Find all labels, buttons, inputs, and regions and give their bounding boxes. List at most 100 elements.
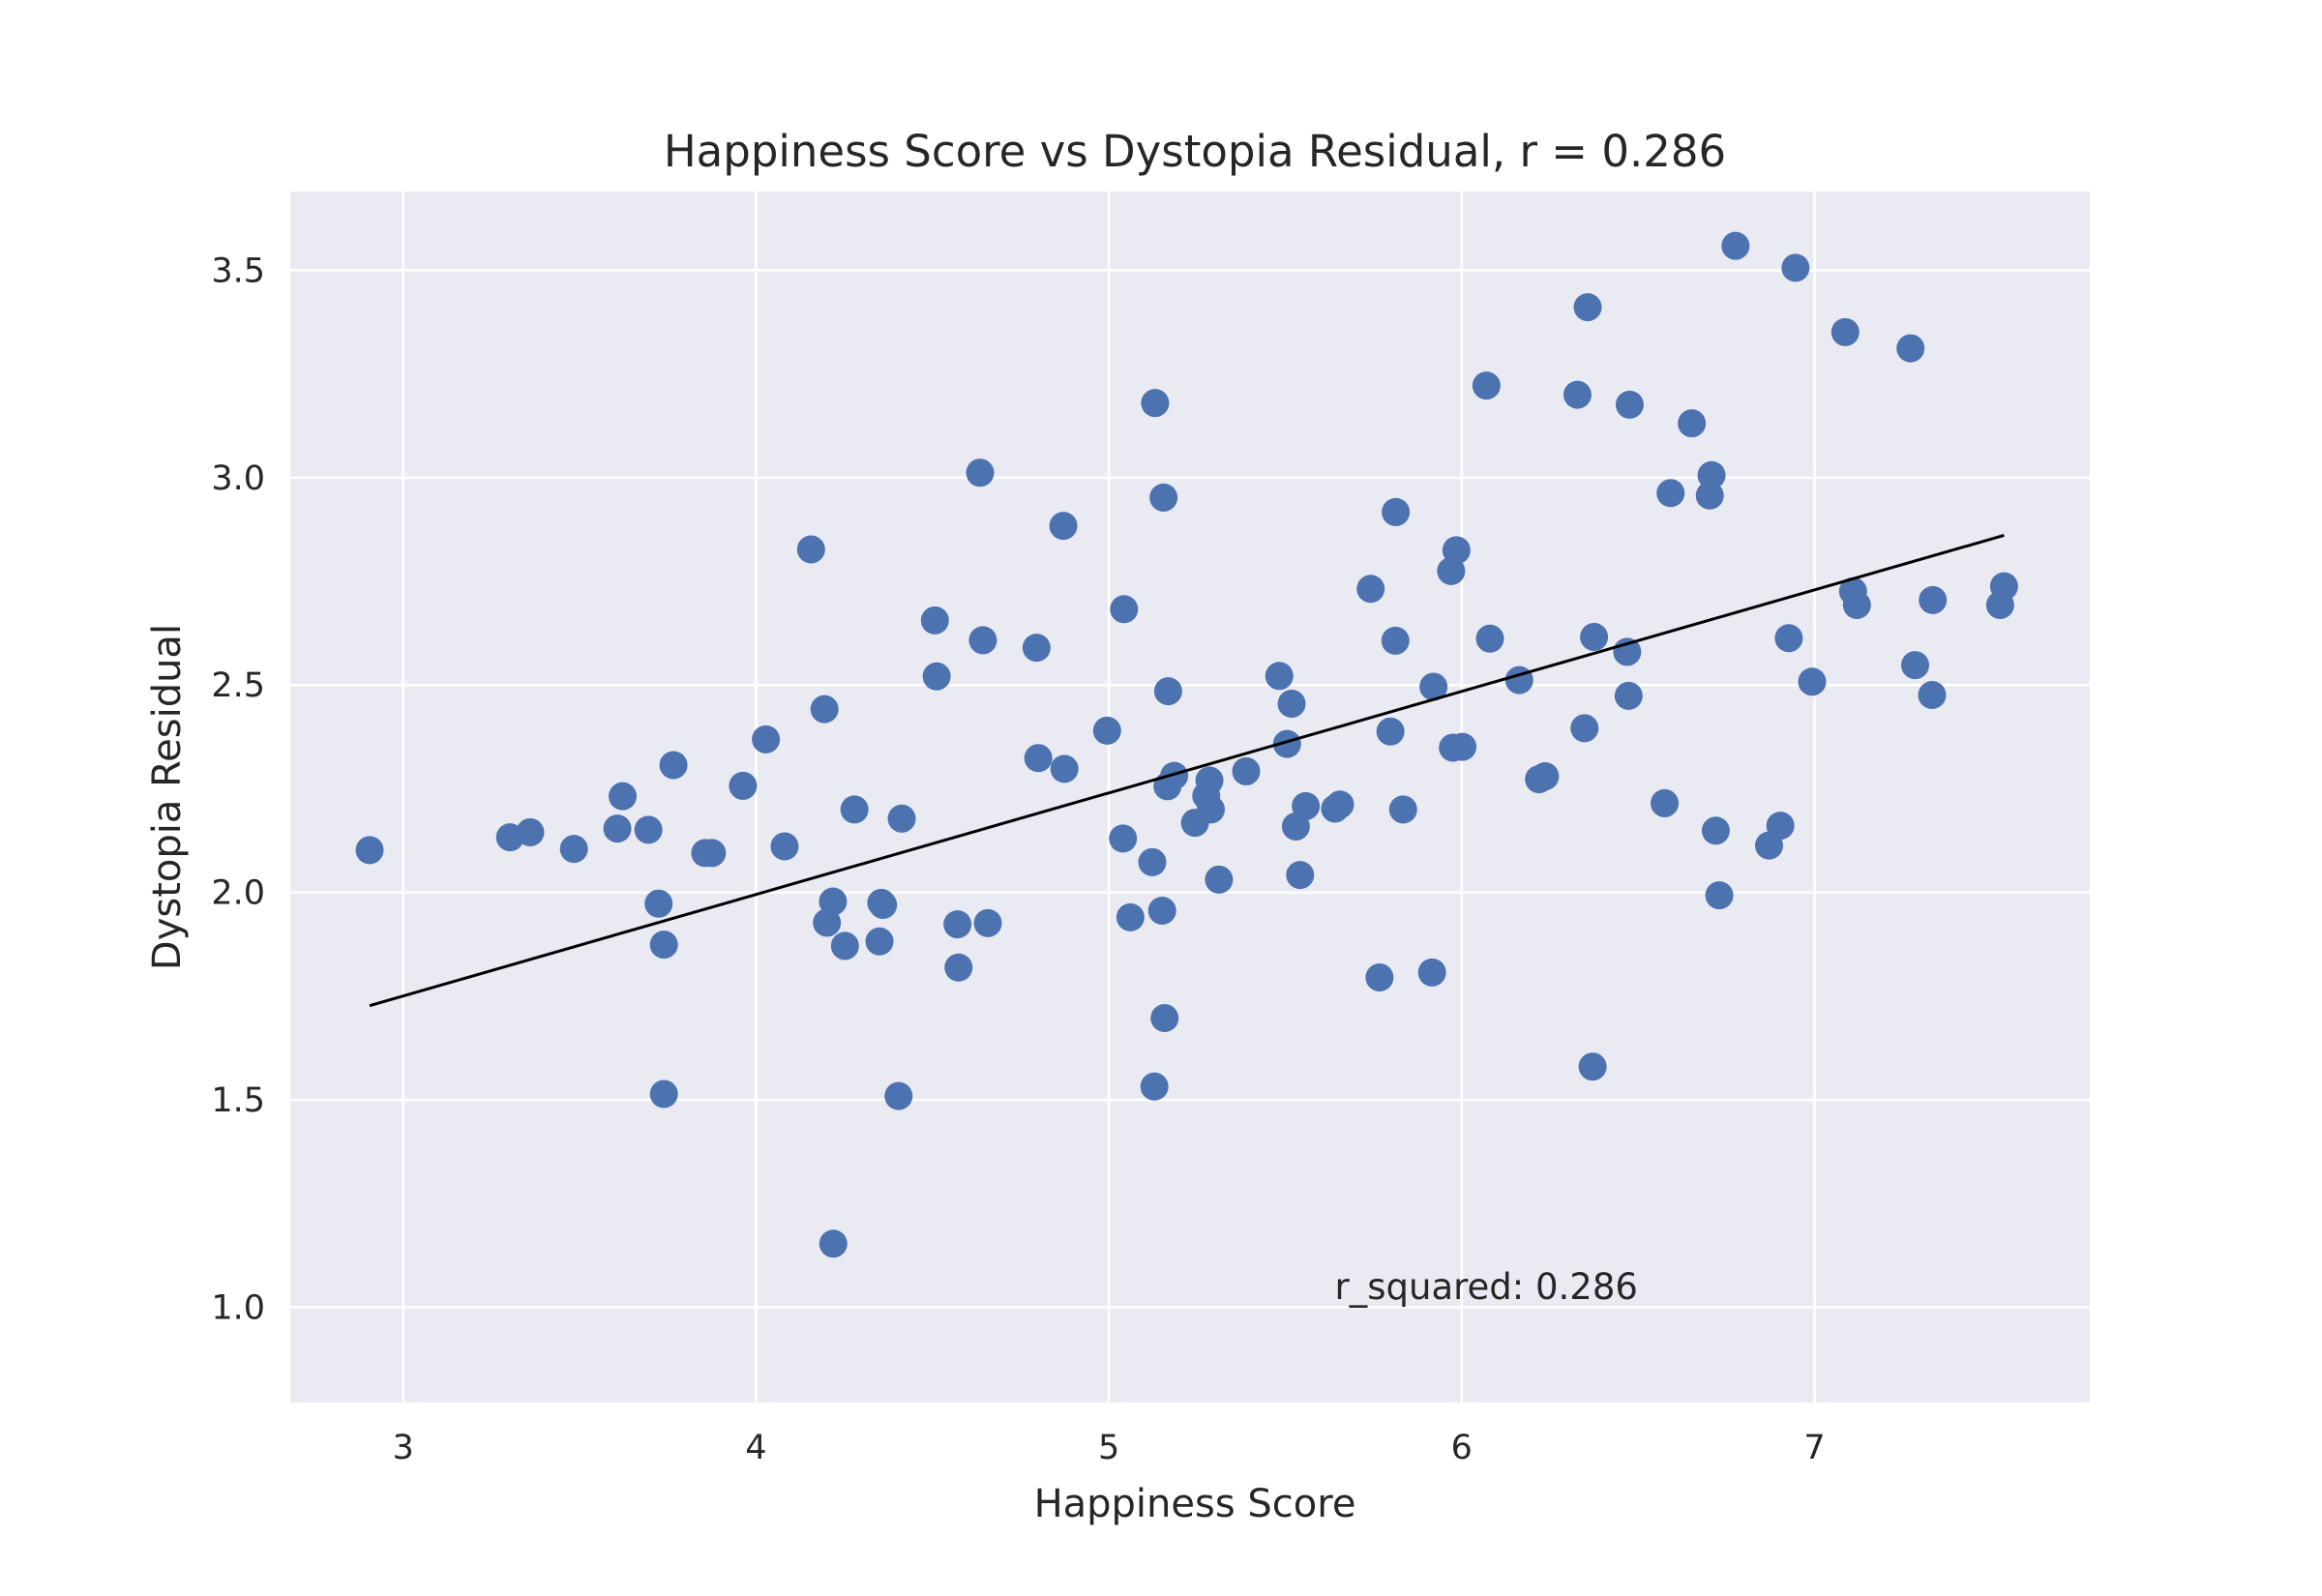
data-point: [1138, 847, 1167, 876]
data-point: [1050, 754, 1079, 783]
x-tick-label: 3: [393, 1429, 414, 1467]
data-point: [698, 839, 727, 868]
regression-line: [369, 534, 2005, 1008]
data-point: [1286, 861, 1315, 890]
data-point: [1614, 681, 1643, 710]
data-point: [1149, 483, 1178, 512]
y-tick-label: 1.0: [211, 1288, 265, 1327]
data-point: [1563, 380, 1592, 409]
data-point: [943, 910, 972, 939]
data-point: [1781, 253, 1810, 282]
data-point: [1325, 790, 1354, 819]
data-point: [1109, 824, 1138, 853]
data-point: [1049, 512, 1078, 541]
data-point: [1531, 762, 1560, 791]
data-point: [355, 836, 384, 865]
data-point: [1356, 575, 1385, 604]
data-point: [884, 1081, 913, 1110]
data-point: [869, 890, 898, 919]
data-point: [1580, 622, 1609, 651]
data-point: [1615, 390, 1644, 419]
chart-title: Happiness Score vs Dystopia Residual, r …: [664, 126, 1726, 177]
data-point: [609, 782, 638, 811]
x-tick-label: 7: [1803, 1429, 1825, 1467]
data-point: [966, 458, 995, 488]
data-point: [1697, 460, 1726, 489]
data-point: [887, 804, 916, 833]
data-point: [1472, 371, 1501, 400]
data-point: [813, 908, 842, 937]
data-point: [1896, 334, 1925, 363]
data-point: [1678, 409, 1707, 438]
data-point: [1651, 788, 1680, 817]
data-point: [1798, 667, 1827, 696]
y-tick-label: 2.0: [211, 874, 265, 913]
data-point: [865, 927, 894, 956]
data-point: [659, 751, 688, 780]
data-point: [1292, 791, 1321, 820]
data-point: [644, 889, 673, 918]
y-tick-label: 2.5: [211, 666, 265, 705]
y-tick-label: 1.5: [211, 1081, 265, 1120]
data-point: [1656, 479, 1685, 508]
data-point: [830, 931, 859, 961]
x-tick-label: 6: [1451, 1429, 1473, 1467]
data-point: [516, 817, 545, 846]
data-point: [1570, 714, 1599, 743]
data-point: [1265, 662, 1294, 691]
data-point: [1705, 881, 1734, 910]
data-point: [968, 626, 997, 655]
data-point: [1417, 958, 1446, 987]
data-point: [1774, 624, 1803, 653]
data-point: [1365, 963, 1394, 992]
data-point: [1578, 1052, 1607, 1081]
data-point: [1448, 732, 1477, 761]
data-point: [1153, 677, 1182, 706]
data-point: [634, 815, 663, 844]
data-point: [1205, 865, 1234, 894]
plot-area: [290, 192, 2090, 1403]
data-point: [1197, 795, 1226, 824]
y-tick-label: 3.5: [211, 251, 265, 290]
y-tick-label: 3.0: [211, 459, 265, 498]
x-tick-label: 5: [1098, 1429, 1119, 1467]
data-point: [1989, 572, 2018, 601]
x-tick-labels: 3 4 5 6 7: [393, 1429, 1826, 1467]
y-axis-label: Dystopia Residual: [145, 624, 190, 970]
data-point: [922, 662, 951, 691]
data-point: [819, 1229, 848, 1258]
data-point: [1919, 585, 1948, 614]
data-point: [1195, 766, 1224, 795]
data-point: [729, 771, 758, 800]
data-point: [1701, 816, 1730, 845]
data-point: [1918, 681, 1947, 710]
data-point: [1442, 536, 1471, 565]
data-point: [973, 908, 1002, 937]
data-point: [1695, 481, 1724, 510]
scatter-points: [355, 231, 2018, 1258]
data-point: [1382, 497, 1411, 526]
data-point: [559, 835, 588, 864]
data-point: [1721, 231, 1750, 260]
data-point: [1504, 665, 1533, 695]
data-point: [1024, 744, 1053, 773]
data-point: [944, 953, 973, 982]
data-point: [1022, 634, 1051, 663]
data-point: [1831, 317, 1860, 346]
data-point: [1381, 626, 1410, 655]
data-point: [840, 795, 869, 824]
data-point: [1388, 795, 1417, 824]
data-point: [1140, 1072, 1169, 1101]
data-point: [810, 695, 839, 724]
data-point: [1842, 590, 1871, 619]
data-point: [1147, 896, 1176, 925]
data-point: [1900, 651, 1929, 680]
data-point: [1376, 717, 1405, 746]
data-point: [1150, 1004, 1179, 1033]
data-point: [649, 931, 678, 960]
data-point: [1092, 716, 1121, 745]
data-point: [1160, 761, 1189, 790]
data-point: [752, 724, 781, 754]
data-point: [1573, 293, 1602, 322]
